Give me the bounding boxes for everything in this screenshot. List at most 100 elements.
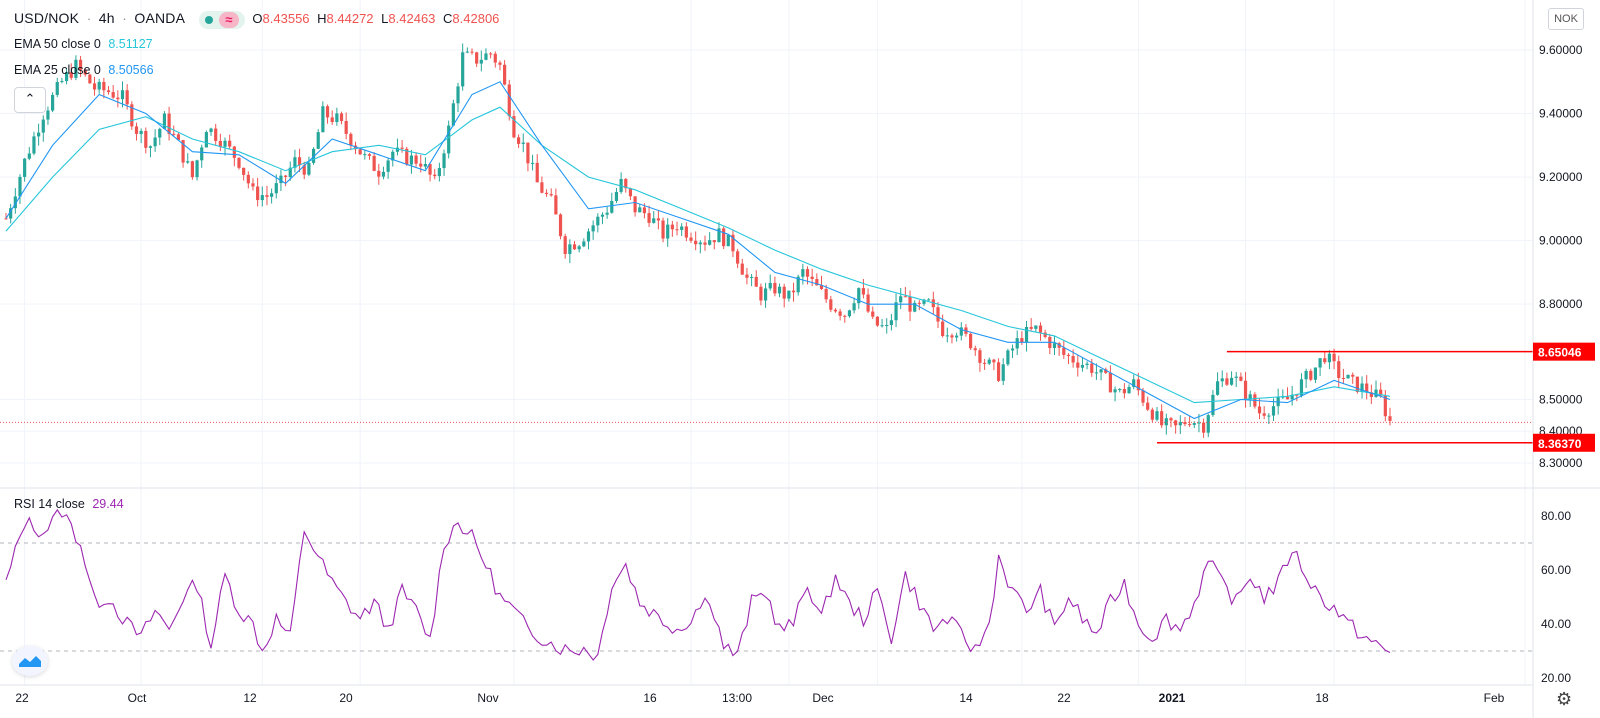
candle-body [1122,389,1126,394]
candle-body [316,132,320,149]
candle-body [684,226,688,238]
candle-body [363,154,367,156]
rsi-legend[interactable]: RSI 14 close 29.44 [14,497,124,511]
candle-body [442,153,446,169]
candle-body [717,228,721,243]
candle-body [1369,392,1373,397]
candle-body [1071,356,1075,363]
price-tick-label: 9.20000 [1539,170,1583,184]
candle-body [325,106,330,118]
candle-body [1290,394,1294,400]
candle-body [521,142,525,144]
candle-body [74,59,78,78]
tradingview-logo-icon[interactable] [12,646,48,676]
candle-body [694,240,698,245]
candle-body [722,228,726,247]
candle-body [819,285,824,289]
rsi-tick-label: 20.00 [1541,671,1571,685]
candle-body [899,296,903,303]
candle-body [689,237,693,241]
candle-body [409,155,414,165]
candle-body [330,117,334,123]
candle-body [470,51,474,53]
candle-body [829,299,833,310]
settings-gear-icon[interactable]: ⚙ [1556,689,1573,709]
candle-body [414,155,418,164]
candle-body [335,113,339,123]
wave-icon[interactable]: ≈ [218,11,239,28]
rsi-tick-label: 80.00 [1541,509,1571,523]
candle-body [600,214,605,217]
price-tick-label: 8.30000 [1539,456,1583,470]
candle-body [941,321,945,336]
candle-body [1038,325,1043,333]
market-status-pill[interactable]: ≈ [198,10,245,29]
candle-body [1062,347,1066,355]
candle-body [1271,406,1276,416]
candle-body [437,168,441,177]
indicator-ema50-legend[interactable]: EMA 50 close 0 8.51127 [14,37,153,51]
symbol-name[interactable]: USD/NOK [14,10,80,26]
candle-body [801,269,805,277]
candle-body [666,224,670,239]
candle-body [759,286,763,301]
indicator-ema25-legend[interactable]: EMA 25 close 0 8.50566 [14,63,154,77]
candle-body [871,311,875,317]
candle-body [516,137,521,144]
candle-body [283,175,288,177]
candle-body [37,132,41,137]
candle-body [274,183,278,194]
low-value: 8.42463 [388,11,436,26]
candle-body [1080,364,1085,368]
candle-body [614,191,619,202]
time-tick-label: 16 [643,691,657,705]
candle-body [461,52,465,87]
candle-body [116,97,120,100]
candle-body [582,241,586,247]
candle-body [456,86,460,104]
candle-body [405,148,409,165]
time-tick-label: 22 [15,691,29,705]
candle-body [158,128,162,138]
close-value: 8.42806 [452,11,500,26]
candle-body [1174,420,1178,426]
symbol-legend: USD/NOK · 4h · OANDA ≈ O8.43556 H8.44272… [14,10,507,29]
price-tick-label: 8.50000 [1539,392,1583,406]
candle-body [9,208,13,219]
candle-body [1076,362,1080,368]
candle-body [1155,411,1159,420]
candle-body [1281,396,1285,398]
candle-body [381,171,386,177]
candle-body [698,242,702,245]
candle-body [652,218,656,223]
candle-body [992,359,996,363]
candle-body [1150,409,1154,420]
level-label-text: 8.65046 [1538,346,1582,360]
currency-button[interactable]: NOK [1548,8,1584,30]
price-tick-label: 9.40000 [1539,107,1583,121]
candle-body [782,286,786,299]
candle-body [451,103,455,126]
candle-body [186,161,190,163]
exchange: OANDA [134,10,186,26]
candle-body [535,162,539,183]
candle-body [279,175,283,184]
time-tick-label: 12 [243,691,257,705]
candle-body [703,242,707,245]
collapse-legend-button[interactable]: ⌃ [14,87,46,113]
candle-body [1183,422,1187,425]
candle-body [749,276,754,278]
candle-body [656,218,660,221]
candle-body [768,282,772,289]
candle-body [106,90,111,93]
candle-body [1323,358,1327,363]
candle-body [563,236,567,255]
price-tick-label: 9.00000 [1539,234,1583,248]
timeframe[interactable]: 4h [98,10,115,26]
rsi-label: RSI 14 close [14,497,85,511]
level-lines [1157,350,1533,444]
candle-body [242,167,246,175]
candle-body [680,226,684,230]
